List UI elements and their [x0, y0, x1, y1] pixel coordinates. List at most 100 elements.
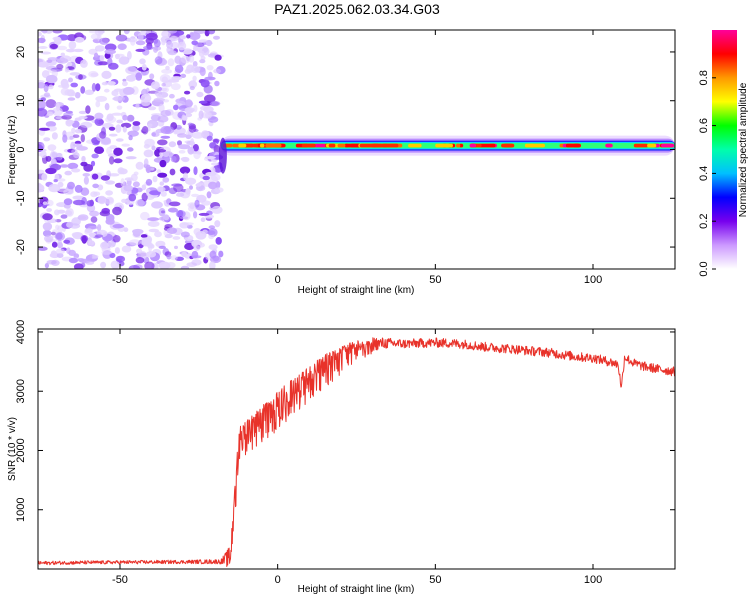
spectrogram-noise-cell: [183, 172, 188, 181]
spectrogram-noise-cell: [104, 102, 110, 111]
spectrogram-noise-cell: [209, 261, 216, 269]
spectrogram-noise-cell: [190, 138, 195, 147]
spectrogram-noise-cell: [162, 177, 170, 183]
colorbar-tick-label: 0.6: [698, 118, 710, 133]
spectrogram-noise-cell: [66, 247, 71, 254]
spectrogram-band-peak: [328, 143, 336, 148]
spectrogram-noise-cell: [38, 82, 46, 89]
spectrogram-noise-cell: [70, 141, 76, 150]
spectrogram-band-peak: [478, 143, 496, 148]
spectrogram-noise-cell: [101, 137, 111, 145]
spectrogram-noise-cell: [129, 239, 141, 246]
spectrogram-noise-cell: [113, 158, 123, 164]
spectrogram-noise-cell: [135, 199, 145, 207]
spectrogram-noise-cell: [203, 84, 213, 94]
spectrogram-noise-cell: [132, 228, 144, 235]
spectrogram-noise-cell: [146, 242, 153, 249]
snr-y-tick-label: 3000: [15, 379, 27, 403]
spectrogram-noise-cell: [56, 253, 64, 258]
spectrogram-noise-cell: [166, 41, 174, 49]
spectrogram-noise-cell: [169, 35, 179, 42]
snr-x-tick-label: -50: [112, 574, 128, 586]
spectrogram-noise-cell: [105, 116, 117, 124]
spectrogram-noise-cell: [192, 46, 198, 51]
spectrogram-noise-cell: [95, 83, 101, 92]
spectrogram-noise-cell: [211, 162, 219, 166]
spectrogram-noise-cell: [136, 248, 143, 254]
spectrogram-noise-cell: [171, 83, 181, 91]
spectrogram-noise-cell: [213, 68, 222, 74]
spectrogram-noise-cell: [188, 54, 195, 63]
spectrogram-noise-cell: [65, 210, 73, 216]
spectrogram-noise-cell: [67, 162, 79, 170]
spectrogram-noise-cell: [168, 201, 181, 207]
spectrogram-noise-cell: [154, 231, 162, 238]
spectrogram-noise-cell: [135, 161, 144, 170]
spectrogram-noise-cell: [156, 169, 162, 174]
spectrogram-noise-cell: [122, 86, 135, 95]
spectrogram-noise-cell: [109, 145, 117, 150]
spectrogram-noise-cell: [189, 85, 195, 91]
spectrogram-noise-cell: [162, 87, 170, 93]
snr-background: [38, 329, 675, 569]
spectrogram-y-tick-label: 0: [15, 146, 27, 152]
spectrogram-noise-cell: [171, 183, 183, 187]
spectrogram-noise-cell: [176, 192, 185, 197]
spectrogram-noise-cell: [61, 82, 70, 89]
spectrogram-noise-cell: [158, 103, 165, 113]
spectrogram-noise-cell: [198, 212, 210, 216]
spectrogram-noise-cell: [40, 150, 47, 158]
spectrogram-noise-cell: [192, 61, 198, 67]
spectrogram-noise-cell: [125, 156, 137, 160]
spectrogram-noise-cell: [113, 95, 125, 102]
spectrogram-noise-cell: [163, 99, 170, 103]
spectrogram-noise-cell: [62, 134, 68, 143]
spectrogram-noise-cell: [114, 247, 120, 254]
spectrogram-noise-cell: [198, 39, 209, 43]
spectrogram-noise-cell: [178, 150, 186, 154]
spectrogram-noise-cell: [38, 169, 45, 175]
spectrogram-noise-cell: [145, 32, 158, 41]
spectrogram-noise-cell: [108, 156, 115, 165]
spectrogram-noise-cell: [80, 262, 86, 268]
spectrogram-noise-cell: [68, 77, 73, 83]
spectrogram-noise-cell: [120, 178, 125, 187]
spectrogram-noise-cell: [67, 61, 73, 67]
spectrogram-noise-cell: [135, 40, 146, 46]
spectrogram-noise-cell: [95, 100, 101, 108]
spectrogram-noise-cell: [105, 180, 116, 185]
spectrogram-noise-cell: [46, 199, 54, 207]
spectrogram-noise-cell: [69, 135, 74, 140]
spectrogram-noise-cell: [60, 214, 68, 219]
spectrogram-noise-cell: [51, 132, 58, 140]
spectrogram-noise-cell: [166, 254, 172, 260]
spectrogram-noise-cell: [157, 186, 164, 193]
spectrogram-noise-cell: [161, 82, 166, 87]
spectrogram-noise-cell: [181, 156, 190, 163]
spectrogram-noise-cell: [39, 101, 47, 108]
spectrogram-noise-cell: [71, 168, 81, 173]
spectrogram-noise-cell: [155, 240, 166, 248]
spectrogram-noise-cell: [121, 245, 132, 253]
spectrogram-noise-cell: [187, 146, 195, 155]
spectrogram-noise-cell: [169, 168, 176, 176]
spectrogram-noise-cell: [101, 70, 112, 79]
spectrogram-noise-cell: [51, 151, 58, 158]
spectrogram-noise-cell: [74, 140, 82, 145]
spectrogram-noise-cell: [111, 90, 119, 97]
spectrogram-noise-cell: [188, 205, 197, 212]
spectrogram-noise-cell: [73, 199, 85, 206]
spectrogram-noise-cell: [179, 35, 187, 40]
spectrogram-noise-cell: [151, 131, 160, 137]
spectrogram-noise-cell: [209, 142, 217, 149]
spectrogram-noise-cell: [56, 102, 60, 112]
spectrogram-noise-cell: [71, 127, 76, 134]
snr-x-ticks: -50 0 50 100: [112, 329, 602, 586]
spectrogram-noise-cell: [100, 261, 107, 269]
spectrogram-noise-cell: [160, 191, 167, 197]
spectrogram-noise-cell: [73, 48, 84, 53]
spectrogram-noise-cell: [161, 68, 173, 74]
spectrogram-noise-cell: [115, 138, 124, 142]
spectrogram-noise-cell: [107, 241, 116, 248]
spectrogram-band-peak: [661, 143, 674, 148]
